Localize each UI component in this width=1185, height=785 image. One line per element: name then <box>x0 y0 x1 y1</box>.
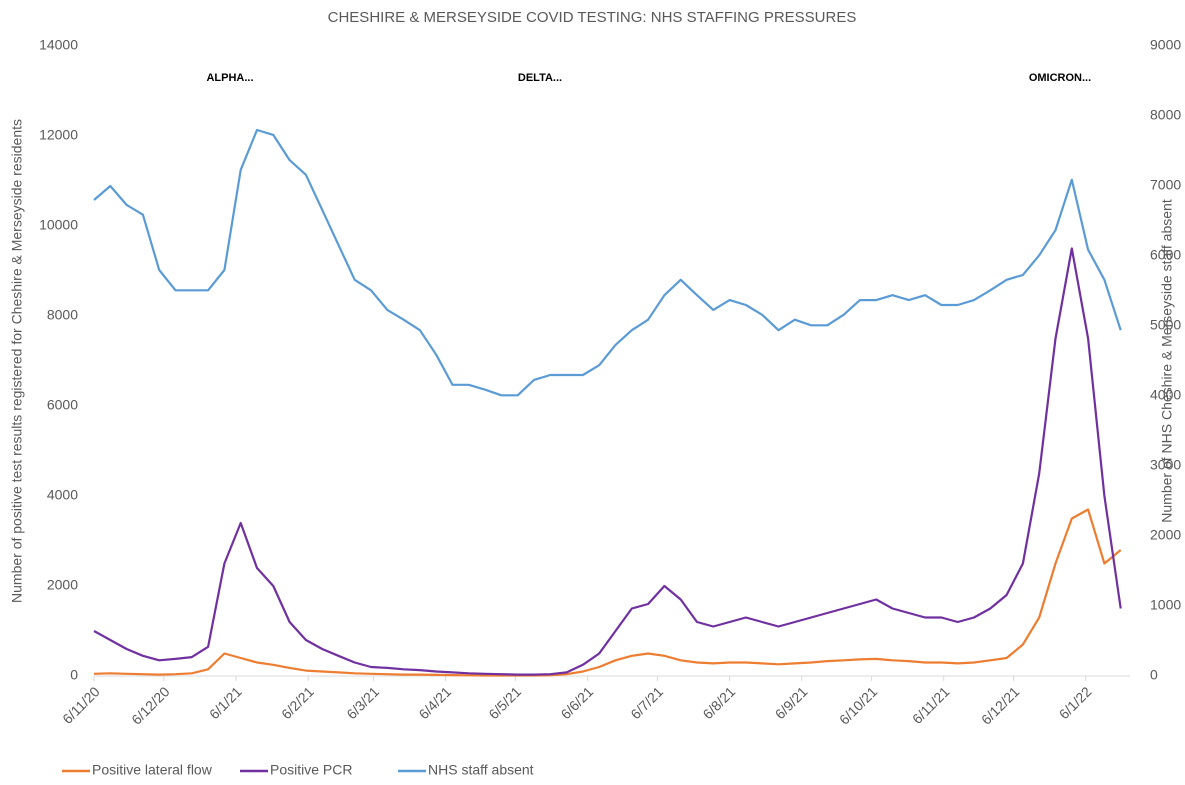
y2-tick-label: 3000 <box>1150 457 1181 473</box>
series-line <box>93 247 1122 676</box>
y2-tick-label: 2000 <box>1150 527 1181 543</box>
annotation: DELTA... <box>518 72 562 84</box>
y2-axis-title: Number of NHS Cheshire & Merseyside staf… <box>1159 199 1175 523</box>
x-tick-label: 6/3/21 <box>343 683 382 722</box>
legend-label: NHS staff absent <box>428 762 534 778</box>
annotation: ALPHA... <box>206 72 253 84</box>
y-tick-label: 0 <box>70 667 78 683</box>
chart-title: CHESHIRE & MERSEYSIDE COVID TESTING: NHS… <box>328 9 857 26</box>
x-tick-label: 6/5/21 <box>485 683 524 722</box>
y2-tick-label: 0 <box>1150 667 1158 683</box>
x-tick-label: 6/6/21 <box>557 683 596 722</box>
y2-tick-label: 9000 <box>1150 37 1181 53</box>
y2-tick-label: 7000 <box>1150 177 1181 193</box>
x-tick-label: 6/9/21 <box>772 683 811 722</box>
x-tick-label: 6/7/21 <box>627 683 666 722</box>
legend-label: Positive lateral flow <box>92 762 213 778</box>
x-tick-label: 6/8/21 <box>699 683 738 722</box>
y-tick-label: 4000 <box>47 487 78 503</box>
y2-tick-label: 6000 <box>1150 247 1181 263</box>
series-line <box>93 128 1122 397</box>
x-tick-label: 6/12/20 <box>128 683 172 727</box>
y-tick-label: 14000 <box>39 37 78 53</box>
y-tick-label: 10000 <box>39 217 78 233</box>
x-tick-label: 6/11/21 <box>909 683 953 727</box>
x-tick-label: 6/1/21 <box>206 683 245 722</box>
series-line <box>93 508 1122 677</box>
x-tick-label: 6/10/21 <box>836 683 880 727</box>
y-tick-label: 8000 <box>47 307 78 323</box>
y-axis-title: Number of positive test results register… <box>9 119 25 603</box>
x-tick-label: 6/2/21 <box>278 683 317 722</box>
y2-tick-label: 4000 <box>1150 387 1181 403</box>
y2-tick-label: 8000 <box>1150 107 1181 123</box>
x-tick-label: 6/11/20 <box>59 683 103 727</box>
annotation: OMICRON... <box>1029 72 1091 84</box>
y-tick-label: 2000 <box>47 577 78 593</box>
x-tick-label: 6/1/22 <box>1056 683 1095 722</box>
y2-tick-label: 1000 <box>1150 597 1181 613</box>
y2-tick-label: 5000 <box>1150 317 1181 333</box>
legend-label: Positive PCR <box>270 762 352 778</box>
y-tick-label: 6000 <box>47 397 78 413</box>
y-tick-label: 12000 <box>39 127 78 143</box>
x-tick-label: 6/12/21 <box>978 683 1022 727</box>
x-tick-label: 6/4/21 <box>415 683 454 722</box>
